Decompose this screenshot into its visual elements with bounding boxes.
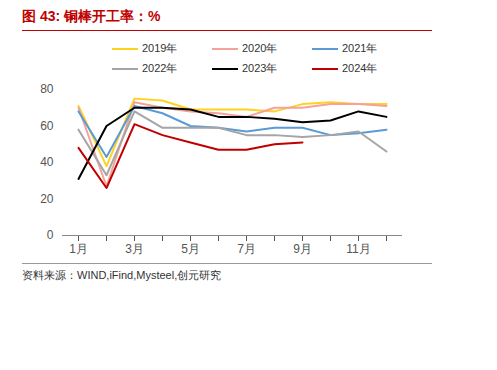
svg-text:0: 0 — [47, 228, 54, 242]
svg-text:9月: 9月 — [293, 242, 312, 256]
html-text:2023年: 2023年 — [242, 62, 278, 74]
html-text:2019年: 2019年 — [142, 42, 178, 54]
svg-text:80: 80 — [40, 82, 54, 96]
html-text:2022年: 2022年 — [142, 62, 178, 74]
svg-text:3月: 3月 — [125, 242, 144, 256]
html-text:2021年: 2021年 — [342, 42, 378, 54]
html-text:2024年: 2024年 — [342, 62, 378, 74]
svg-text:40: 40 — [40, 155, 54, 169]
html-text:2020年: 2020年 — [242, 42, 278, 54]
html-text:图 43: 铜棒开工率：%: 图 43: 铜棒开工率：% — [22, 8, 161, 24]
svg-text:20: 20 — [40, 192, 54, 206]
html-text:资料来源：WIND,iFind,Mysteel,创元研究: 资料来源：WIND,iFind,Mysteel,创元研究 — [22, 269, 222, 281]
svg-text:60: 60 — [40, 119, 54, 133]
svg-text:7月: 7月 — [237, 242, 256, 256]
svg-text:1月: 1月 — [69, 242, 88, 256]
svg-text:11月: 11月 — [346, 242, 370, 256]
svg-text:5月: 5月 — [181, 242, 200, 256]
